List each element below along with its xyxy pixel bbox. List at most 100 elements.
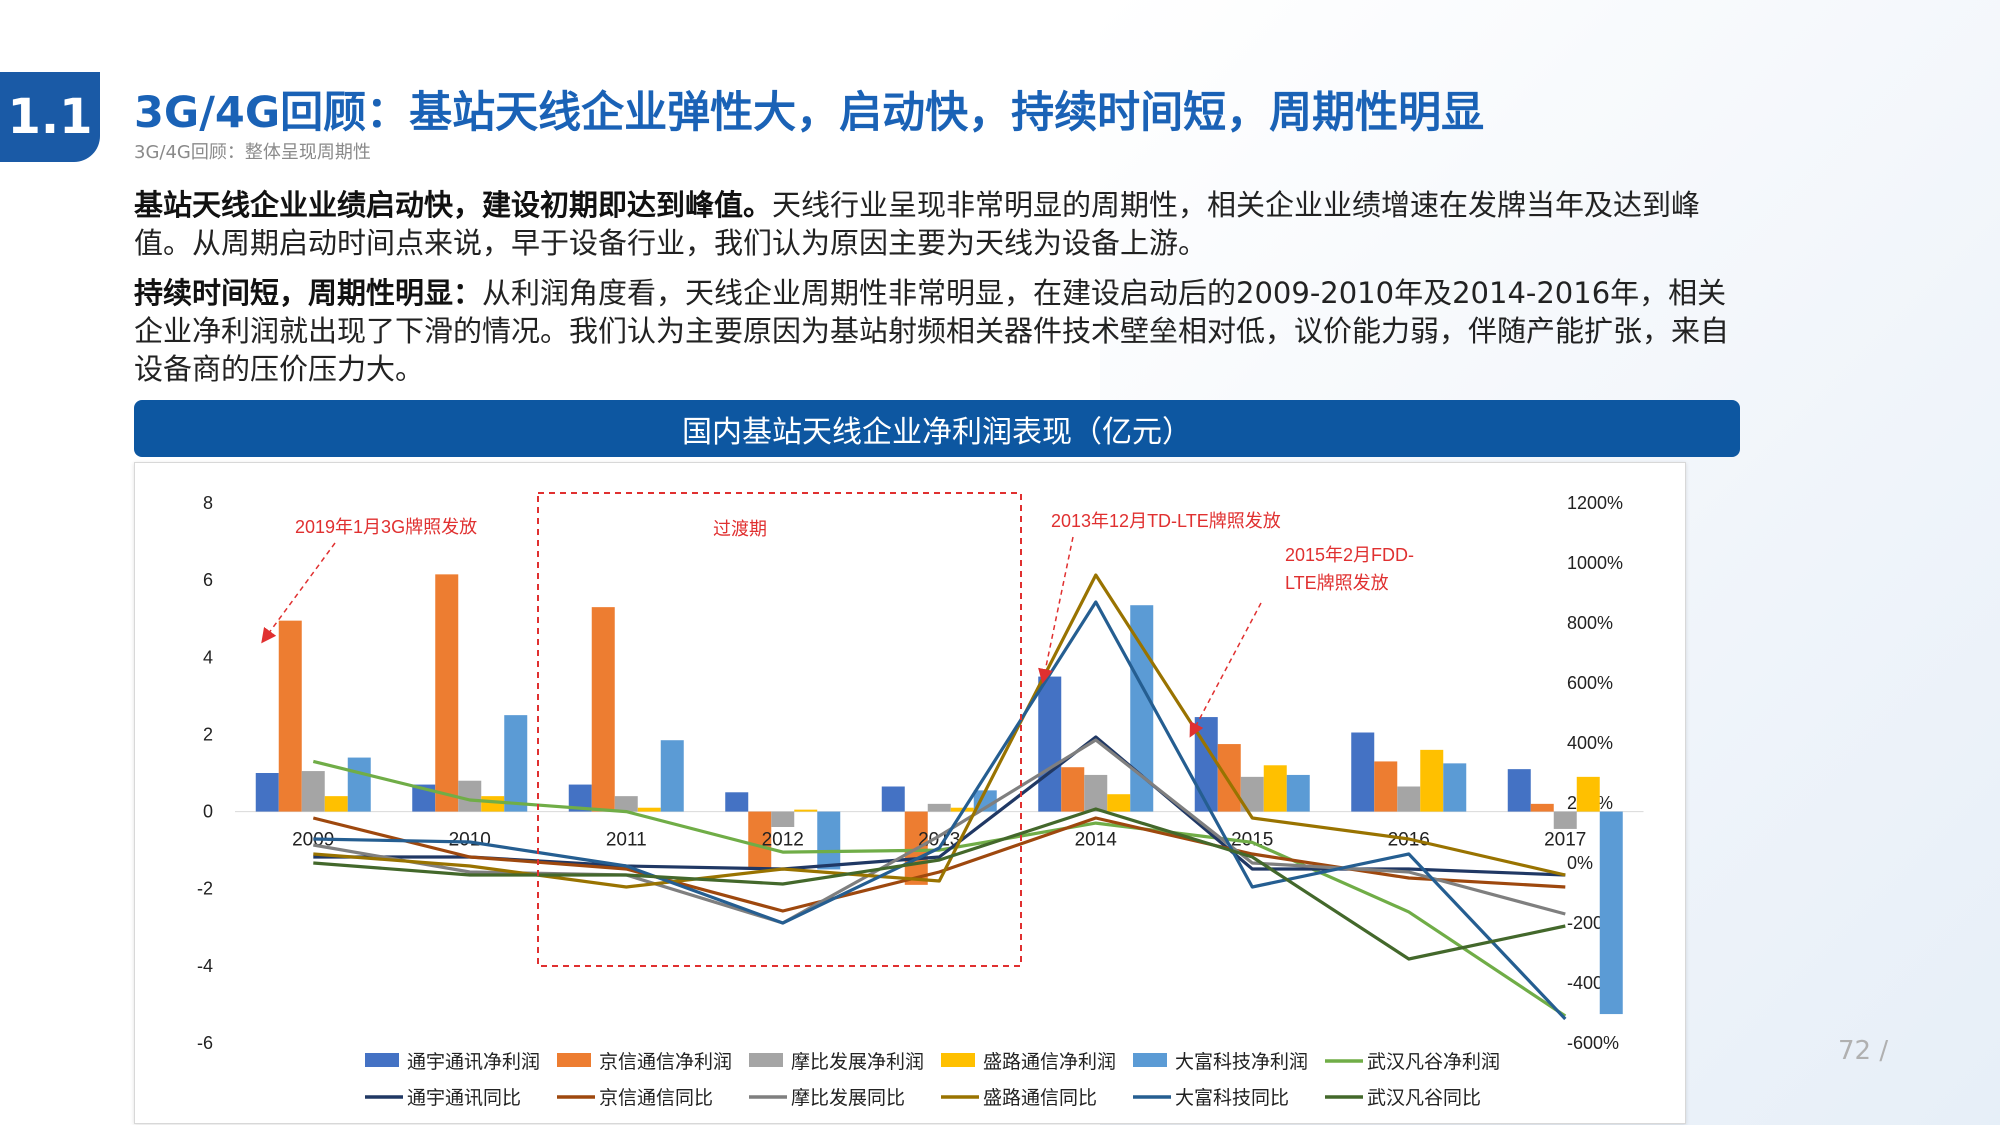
bar [1443,763,1467,812]
paragraph-2-text: 从利润角度看，天线企业周期性非常明显，在建设启动后的2009-2010年及201… [134,276,1730,386]
bar [881,786,905,812]
annotation-fdd-lte-line1: 2015年2月FDD- [1285,545,1414,565]
page-number-area: 72 / [1838,1036,1888,1066]
section-badge: 1.1 [0,72,100,162]
bar [927,803,951,812]
bar [1038,676,1062,812]
annotation-td-lte: 2013年12月TD-LTE牌照发放 [1051,511,1281,531]
bar [324,796,348,812]
bar [1599,811,1623,1015]
legend-label: 通宇通讯同比 [407,1087,521,1109]
legend-label: 大富科技同比 [1175,1087,1289,1109]
y-right-tick-label: 0% [1567,853,1593,873]
y-right-tick-label: 600% [1567,673,1613,693]
y-right-tick-label: 400% [1567,733,1613,753]
y-right-tick-label: -600% [1567,1033,1619,1053]
paragraph-1: 基站天线企业业绩启动快，建设初期即达到峰值。天线行业呈现非常明显的周期性，相关企… [134,186,1734,262]
bar [301,771,325,812]
bar [278,620,302,812]
y-right-tick-label: 800% [1567,613,1613,633]
paragraph-2: 持续时间短，周期性明显：从利润角度看，天线企业周期性非常明显，在建设启动后的20… [134,274,1734,388]
legend-label: 京信通信同比 [599,1087,713,1109]
bar [255,773,279,812]
annotation-fdd-lte-line2: LTE牌照发放 [1285,573,1389,593]
annotation-3g-license: 2019年1月3G牌照发放 [295,517,477,537]
annotation-transition: 过渡期 [713,519,767,539]
bar [748,811,772,870]
y-left-tick-label: -6 [197,1033,213,1053]
transition-period-box [537,492,1022,967]
bar [725,792,749,812]
legend-swatch [557,1053,591,1067]
bar [1084,774,1108,812]
paragraph-1-lead: 基站天线企业业绩启动快，建设初期即达到峰值。 [134,188,773,222]
annotation-arrow [261,542,336,644]
y-right-tick-label: 1000% [1567,553,1623,573]
legend-label: 武汉凡谷净利润 [1367,1051,1500,1073]
y-left-tick-label: 0 [203,802,213,822]
bar [435,574,459,812]
bar [1263,765,1287,812]
legend-swatch [365,1053,399,1067]
bar [504,715,528,812]
y-right-tick-label: 1200% [1567,493,1623,513]
bar [1217,744,1241,812]
legend-label: 摩比发展净利润 [791,1051,924,1073]
bar [458,780,482,812]
legend-swatch [749,1053,783,1067]
legend-label: 大富科技净利润 [1175,1051,1308,1073]
bar [973,790,997,812]
legend-label: 盛路通信净利润 [983,1051,1116,1073]
page-subtitle: 3G/4G回顾：整体呈现周期性 [134,142,371,163]
y-left-tick-label: -4 [197,956,213,976]
bar [1286,774,1310,812]
bar [347,757,371,812]
bar [817,811,841,870]
legend-label: 摩比发展同比 [791,1087,905,1109]
series-line [313,600,1567,1021]
x-tick-label: 2013 [918,830,960,851]
bar [1553,811,1577,829]
bar [568,784,592,812]
paragraph-1-text: 天线行业呈现非常明显的周期性，相关企业业绩增速在发牌当年及达到峰值。从周期启动时… [134,188,1701,260]
bar [771,811,795,827]
x-tick-label: 2014 [1075,830,1118,851]
legend-label: 盛路通信同比 [983,1087,1097,1109]
legend-label: 京信通信净利润 [599,1051,732,1073]
bar [1194,717,1218,812]
x-tick-label: 2010 [449,830,491,851]
bar [1061,767,1085,812]
legend-label: 通宇通讯净利润 [407,1051,540,1073]
annotation-arrow [1038,536,1074,684]
y-left-tick-label: 2 [203,724,213,744]
bar [660,740,684,812]
series-line [312,759,1567,1018]
y-left-tick-label: 8 [203,493,213,513]
bar [591,607,615,812]
series-line [313,807,1566,961]
page-title: 3G/4G回顾：基站天线企业弹性大，启动快，持续时间短，周期性明显 [134,88,1485,138]
y-left-tick-label: 4 [203,647,213,667]
bar [1374,761,1398,812]
bar [1530,803,1554,812]
y-left-tick-label: -2 [197,879,213,899]
bar [1397,786,1421,812]
x-tick-label: 2012 [762,830,804,851]
bar [1576,776,1600,812]
bar [1420,749,1444,812]
paragraph-2-lead: 持续时间短，周期性明显： [134,276,483,310]
chart-svg: -6-4-202468-600%-400%-200%0%200%400%600%… [197,492,1644,1109]
bar [614,796,638,812]
bar [637,807,661,812]
page-separator: / [1879,1036,1889,1066]
bar [1351,732,1375,812]
x-tick-label: 2011 [606,830,647,851]
legend-swatch [941,1053,975,1067]
bar [1107,794,1131,812]
y-left-tick-label: 6 [203,570,213,590]
bar [1507,769,1531,812]
series-line [313,573,1566,889]
chart-container: -6-4-202468-600%-400%-200%0%200%400%600%… [134,462,1686,1124]
chart-header: 国内基站天线企业净利润表现（亿元） [134,400,1740,457]
page-number: 72 [1838,1036,1872,1066]
